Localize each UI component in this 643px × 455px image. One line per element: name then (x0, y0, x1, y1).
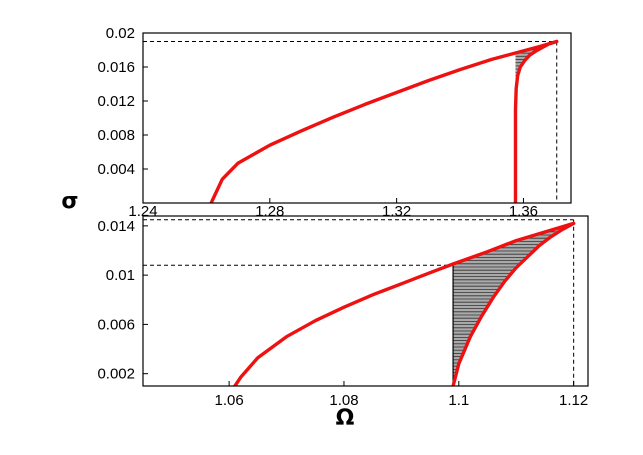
bottom-x-tick-label: 1.08 (329, 392, 358, 409)
bottom-x-tick-label: 1.12 (559, 392, 588, 409)
top-y-tick-label: 0.02 (106, 25, 135, 42)
bottom-panel: 1.06 1.08 1.1 1.12 0.002 0.006 0.01 0.014 (97, 215, 589, 409)
top-x-tick-label: 1.28 (255, 203, 284, 220)
x-axis-label: Ω (336, 406, 355, 431)
bottom-upper-branch-curve (233, 221, 576, 386)
top-upper-branch-curve (209, 39, 559, 203)
top-panel-frame (142, 32, 572, 204)
bottom-lower-branch-curve (451, 221, 576, 386)
bottom-y-tick-label: 0.014 (97, 218, 135, 235)
top-x-tick-label: 1.32 (382, 203, 411, 220)
bottom-y-tick-label: 0.01 (106, 267, 135, 284)
bottom-x-tick-label: 1.1 (448, 392, 469, 409)
top-y-tick-label: 0.016 (97, 59, 135, 76)
top-y-tick-label: 0.012 (97, 93, 135, 110)
bottom-y-tick-label: 0.006 (97, 316, 135, 333)
top-shaded-region (515, 41, 557, 203)
top-y-tick-label: 0.004 (97, 161, 135, 178)
bottom-y-tick-label: 0.002 (97, 366, 135, 383)
bottom-panel-frame (142, 215, 589, 387)
y-axis-label: σ (61, 189, 78, 214)
top-y-tick-label: 0.008 (97, 127, 135, 144)
top-x-tick-label: 1.36 (509, 203, 538, 220)
bottom-x-tick-label: 1.06 (215, 392, 244, 409)
top-lower-branch-curve (513, 39, 559, 203)
